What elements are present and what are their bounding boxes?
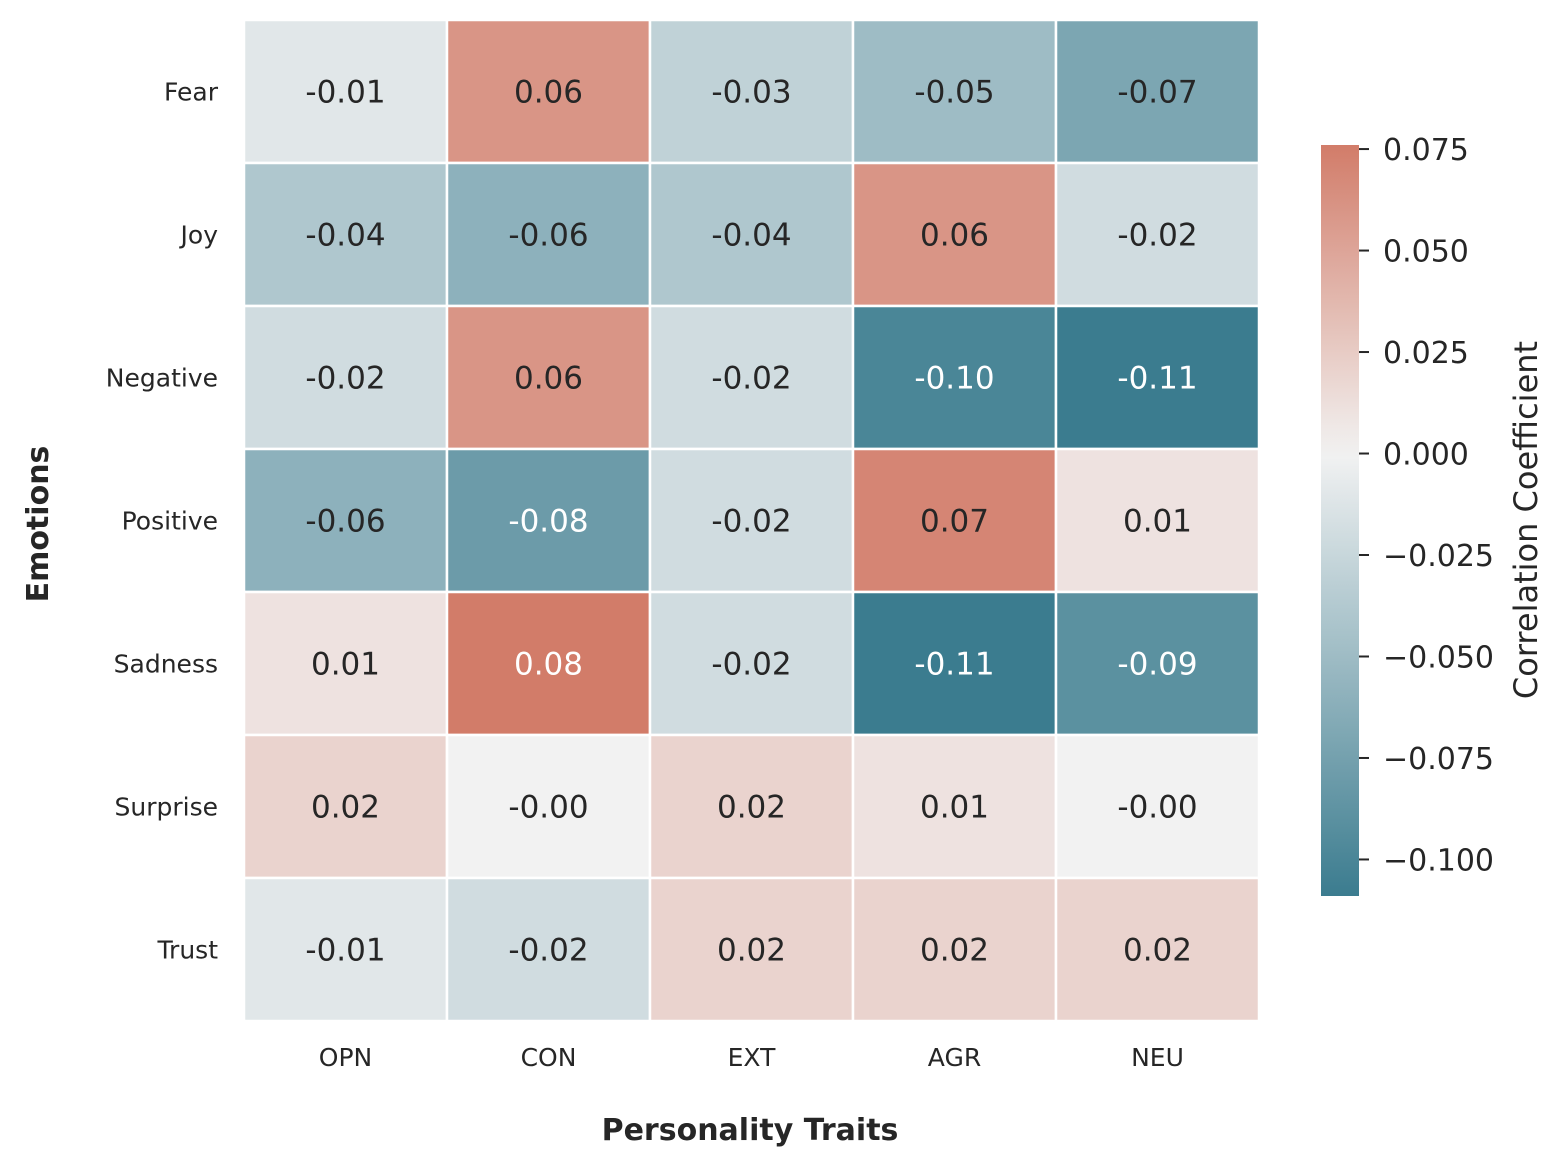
heatmap-cell xyxy=(242,447,449,594)
cell-value-label: 0.02 xyxy=(311,790,380,826)
heatmap-cell xyxy=(445,18,652,165)
cell-value-label: -0.06 xyxy=(508,218,588,254)
heatmap-cell xyxy=(648,161,855,308)
cell-value-label: -0.02 xyxy=(1117,218,1197,254)
heatmap-cell xyxy=(242,18,449,165)
heatmap-cell xyxy=(648,447,855,594)
cell-value-label: 0.06 xyxy=(514,361,583,397)
heatmap-cell xyxy=(648,590,855,737)
heatmap-cell xyxy=(851,304,1058,451)
heatmap-cell xyxy=(648,733,855,880)
cell-value-label: -0.05 xyxy=(914,75,994,111)
heatmap-cell xyxy=(242,161,449,308)
cell-value-label: 0.01 xyxy=(1123,504,1192,540)
heatmap-cell xyxy=(1054,876,1261,1023)
cell-value-label: -0.02 xyxy=(305,361,385,397)
heatmap-cell xyxy=(242,876,449,1023)
heatmap-cell xyxy=(648,18,855,165)
colorbar-tick-label: 0.025 xyxy=(1383,336,1469,371)
cell-value-label: 0.01 xyxy=(311,647,380,683)
cell-value-label: -0.00 xyxy=(1117,790,1197,826)
x-tick-label: CON xyxy=(521,1043,577,1072)
cell-value-label: 0.06 xyxy=(514,75,583,111)
cell-value-label: -0.02 xyxy=(508,933,588,969)
x-tick-label: OPN xyxy=(319,1043,372,1072)
heatmap-cell xyxy=(851,876,1058,1023)
colorbar-tick-label: −0.075 xyxy=(1383,742,1494,777)
cell-value-label: -0.04 xyxy=(305,218,385,254)
cell-value-label: -0.02 xyxy=(711,504,791,540)
cell-value-label: 0.01 xyxy=(920,790,989,826)
y-tick-label: Joy xyxy=(179,221,219,250)
heatmap-cell xyxy=(1054,161,1261,308)
cell-value-label: -0.04 xyxy=(711,218,791,254)
colorbar-tick-label: −0.025 xyxy=(1383,539,1494,574)
cell-value-label: -0.07 xyxy=(1117,75,1197,111)
heatmap-cell xyxy=(445,733,652,880)
cell-value-label: 0.07 xyxy=(920,504,989,540)
heatmap-cell xyxy=(851,447,1058,594)
cell-value-label: -0.11 xyxy=(1117,361,1197,397)
heatmap-cell xyxy=(851,18,1058,165)
heatmap-cell xyxy=(445,590,652,737)
cell-value-label: 0.02 xyxy=(920,933,989,969)
cell-value-label: 0.02 xyxy=(717,933,786,969)
colorbar-ticks: 0.075 0.050 0.025 0.000 −0.025 −0.050 −0.075 −0… xyxy=(1359,133,1494,878)
cell-value-label: -0.06 xyxy=(305,504,385,540)
x-tick-label: AGR xyxy=(928,1043,981,1072)
y-tick-label: Positive xyxy=(122,507,218,536)
heatmap-cell xyxy=(242,590,449,737)
heatmap-cell xyxy=(445,447,652,594)
heatmap-cell xyxy=(1054,447,1261,594)
cell-value-label: -0.09 xyxy=(1117,647,1197,683)
y-tick-label: Sadness xyxy=(114,650,218,679)
cell-value-label: 0.02 xyxy=(1123,933,1192,969)
cell-value-label: -0.02 xyxy=(711,361,791,397)
cell-value-label: -0.02 xyxy=(711,647,791,683)
cell-value-label: 0.08 xyxy=(514,647,583,683)
heatmap-cell xyxy=(445,304,652,451)
y-tick-labels: Fear Joy Negative Positive Sadness Surprise Tr… xyxy=(106,78,219,965)
colorbar-title: Correlation Coefficient xyxy=(1507,341,1545,699)
x-tick-label: NEU xyxy=(1131,1043,1184,1072)
x-axis-title: Personality Traits xyxy=(602,1113,899,1148)
colorbar-tick-label: 0.050 xyxy=(1383,235,1469,270)
cell-value-label: -0.11 xyxy=(914,647,994,683)
cell-value-label: -0.00 xyxy=(508,790,588,826)
heatmap-cell xyxy=(1054,590,1261,737)
colorbar-tick-label: −0.100 xyxy=(1383,843,1494,878)
y-tick-label: Negative xyxy=(106,364,218,393)
y-tick-label: Surprise xyxy=(115,793,219,822)
heatmap-cells: -0.01 0.06 -0.03 -0.05 -0.07 -0.04 -0.06 -0.04 0… xyxy=(242,18,1261,1023)
cell-value-label: -0.01 xyxy=(305,75,385,111)
colorbar-tick-label: −0.050 xyxy=(1383,640,1494,675)
heatmap-cell xyxy=(1054,733,1261,880)
x-tick-labels: OPN CON EXT AGR NEU xyxy=(319,1043,1184,1072)
y-tick-label: Trust xyxy=(156,936,218,965)
heatmap-cell xyxy=(851,733,1058,880)
colorbar-tick-label: 0.000 xyxy=(1383,438,1469,473)
cell-value-label: 0.06 xyxy=(920,218,989,254)
cell-value-label: -0.01 xyxy=(305,933,385,969)
cell-value-label: -0.10 xyxy=(914,361,994,397)
colorbar-gradient xyxy=(1321,145,1359,896)
cell-value-label: -0.03 xyxy=(711,75,791,111)
heatmap-cell xyxy=(1054,304,1261,451)
y-axis-title: Emotions xyxy=(21,446,56,603)
cell-value-label: 0.02 xyxy=(717,790,786,826)
colorbar-tick-label: 0.075 xyxy=(1383,133,1469,168)
colorbar: 0.075 0.050 0.025 0.000 −0.025 −0.050 −0.075 −0… xyxy=(1321,133,1545,896)
y-tick-label: Fear xyxy=(164,78,219,107)
x-tick-label: EXT xyxy=(728,1043,776,1072)
cell-value-label: -0.08 xyxy=(508,504,588,540)
